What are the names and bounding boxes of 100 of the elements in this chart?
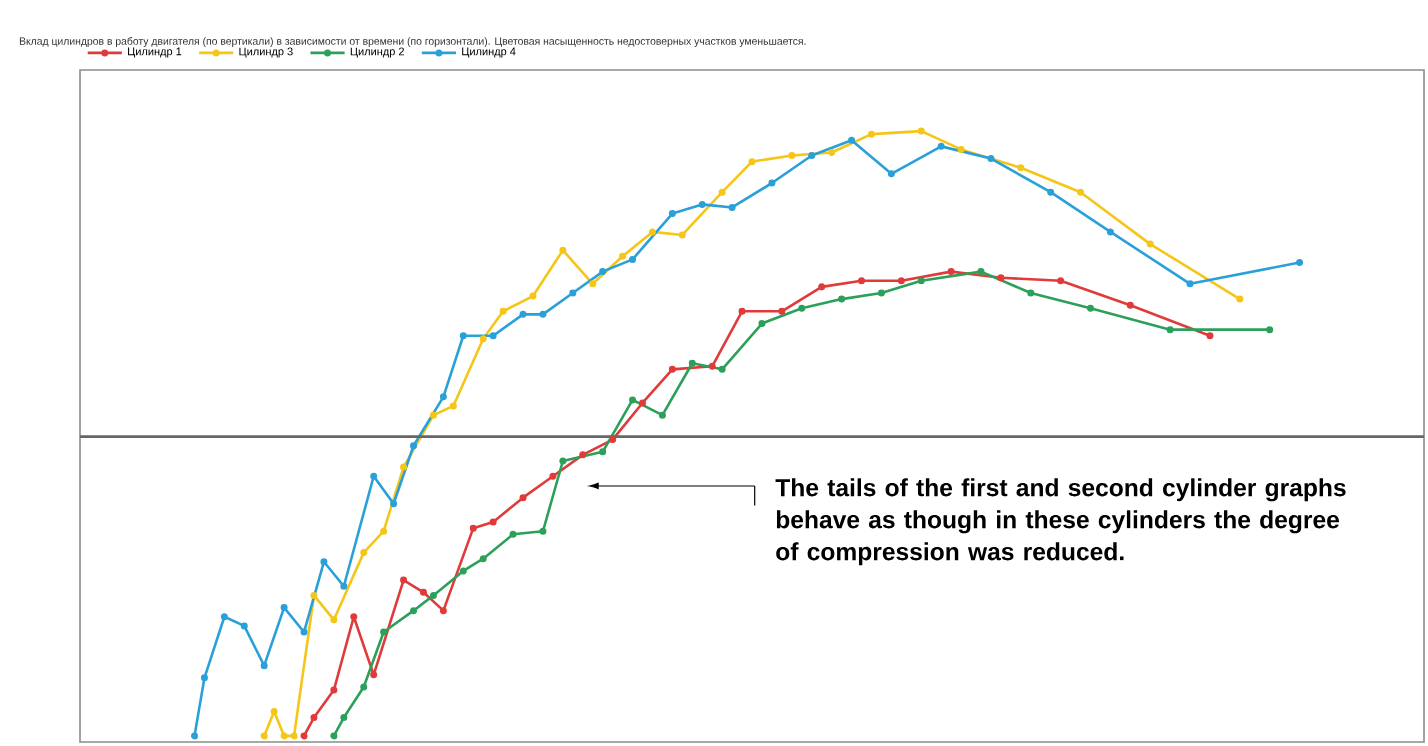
point (1057, 277, 1065, 285)
point (280, 604, 288, 612)
point (768, 179, 776, 187)
point (400, 463, 408, 471)
point (340, 714, 348, 722)
point (599, 268, 607, 276)
point (360, 549, 368, 557)
point (1077, 188, 1085, 196)
point (668, 210, 676, 218)
point (1146, 240, 1154, 248)
point (1087, 304, 1094, 312)
point (887, 170, 895, 178)
point (539, 527, 547, 535)
point (778, 307, 786, 315)
point (698, 200, 706, 208)
point (410, 442, 418, 450)
point (1206, 332, 1214, 340)
point (330, 686, 338, 694)
point (678, 231, 686, 239)
point (1296, 258, 1304, 266)
point (300, 628, 308, 636)
point (519, 494, 527, 502)
point (1166, 326, 1174, 334)
point (748, 158, 756, 166)
point (489, 518, 497, 526)
point (559, 457, 567, 465)
point (688, 359, 696, 367)
point (1106, 228, 1114, 236)
point (957, 145, 965, 153)
annotation: The tails of the first and second cylinder graphs behave as though in these cylinders the degree of compression was reduced. (775, 478, 1346, 566)
point (310, 714, 318, 722)
point (937, 142, 945, 150)
point (877, 289, 885, 297)
point (260, 732, 268, 740)
point (619, 252, 627, 260)
point (977, 268, 985, 276)
point (668, 365, 676, 373)
point (479, 555, 487, 563)
point (798, 304, 806, 312)
point (370, 472, 378, 480)
point (220, 613, 228, 621)
point (788, 152, 796, 160)
point (280, 732, 288, 740)
point (439, 393, 447, 401)
point (419, 588, 427, 596)
point (1186, 280, 1194, 288)
point (648, 228, 656, 236)
point (350, 613, 358, 621)
point (917, 277, 925, 285)
point (300, 732, 308, 740)
point (529, 292, 537, 300)
point (987, 155, 995, 163)
point (439, 607, 447, 615)
point (867, 130, 875, 138)
point (858, 277, 866, 285)
point (459, 567, 467, 575)
point (818, 283, 826, 291)
point (400, 576, 408, 584)
point (539, 310, 547, 318)
point (260, 662, 268, 670)
point (718, 365, 726, 373)
point (410, 607, 418, 615)
point (1126, 301, 1134, 309)
point (330, 616, 338, 624)
point (728, 203, 736, 211)
point (897, 277, 905, 285)
point (658, 411, 666, 419)
point (1027, 289, 1035, 297)
legend-label: Цилиндр 4 (462, 47, 516, 58)
point (320, 558, 328, 566)
point (917, 127, 925, 135)
point (629, 396, 637, 404)
point (290, 732, 298, 740)
point (579, 451, 587, 459)
point (1017, 164, 1025, 172)
point (270, 707, 278, 715)
point (549, 472, 557, 480)
point (838, 295, 846, 303)
point (639, 399, 646, 407)
point (459, 332, 467, 340)
point (390, 500, 398, 508)
point (569, 289, 577, 297)
point (997, 274, 1005, 282)
point (200, 674, 208, 682)
point (429, 411, 437, 419)
point (429, 591, 437, 599)
point (609, 436, 617, 444)
point (380, 527, 388, 535)
point (848, 136, 856, 144)
point (718, 188, 726, 196)
chart-title: Вклад цилиндров в работу двигателя (по вертикали) в зависимости от времени (по горизонтали). Цветовая насыщенность недостоверных участков уменьшается. (19, 37, 806, 47)
point (330, 732, 338, 740)
point (708, 362, 716, 370)
point (340, 582, 348, 590)
point (469, 524, 477, 532)
point (499, 307, 507, 315)
point (191, 732, 198, 740)
point (370, 671, 378, 679)
point (360, 683, 368, 691)
point (1047, 188, 1055, 196)
